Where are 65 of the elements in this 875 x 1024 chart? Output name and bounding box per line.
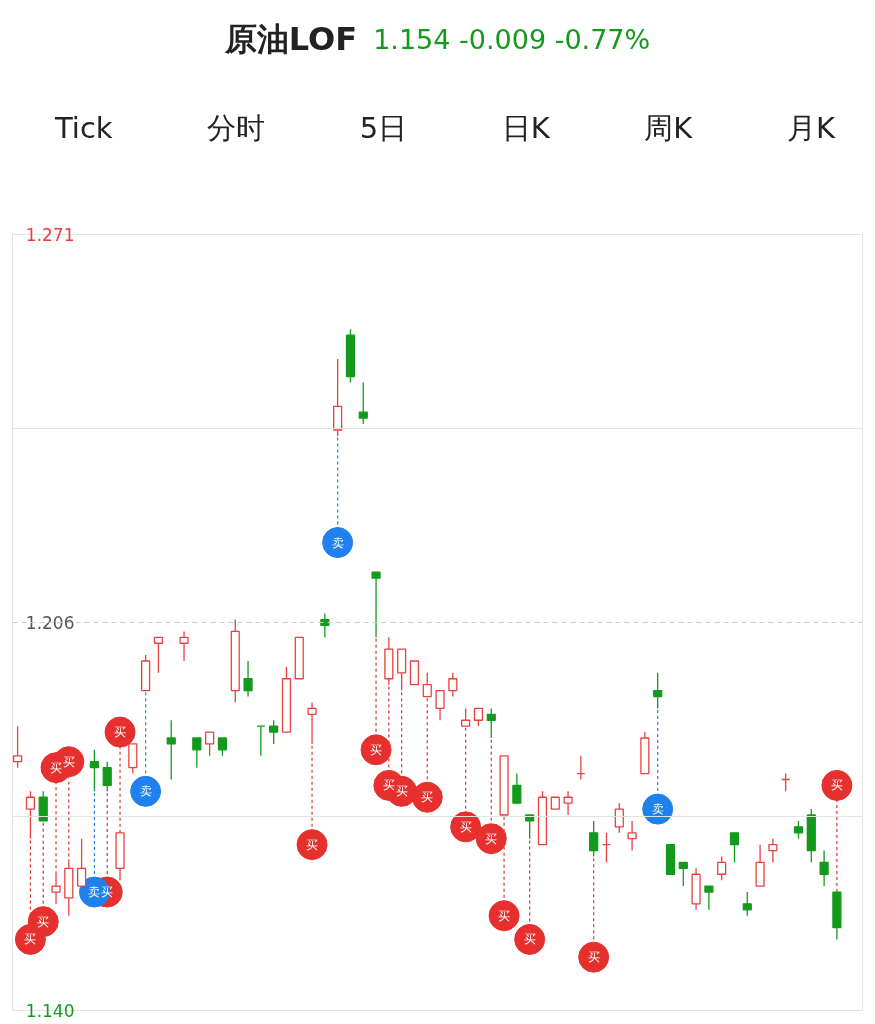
text: 买 xyxy=(421,790,434,805)
candlestick xyxy=(51,873,61,905)
candlestick xyxy=(128,743,138,775)
text: 买 xyxy=(382,778,395,793)
candlestick xyxy=(486,707,496,739)
text: 月K xyxy=(786,110,835,147)
candlestick xyxy=(627,820,637,852)
candlestick xyxy=(525,814,535,840)
text: 买 xyxy=(114,725,127,740)
text: 买 xyxy=(24,932,37,947)
series-label: 卖 xyxy=(651,802,664,817)
candlestick xyxy=(755,843,765,887)
text: 5日 xyxy=(359,110,408,147)
y-tick-label: 1.140 xyxy=(25,1001,75,1021)
text: 周K xyxy=(644,110,693,147)
text: 买 xyxy=(459,819,472,834)
text: 买 xyxy=(498,908,511,923)
text: 卖 xyxy=(139,784,152,799)
candlestick xyxy=(448,672,458,698)
series-label: 买 xyxy=(50,760,63,775)
y-tick-label: 1.271 xyxy=(25,225,75,245)
candlestick xyxy=(768,838,778,864)
candlestick xyxy=(77,838,87,887)
candlestick xyxy=(192,737,202,769)
text: 买 xyxy=(62,754,75,769)
candlestick xyxy=(153,636,164,674)
text: 卖 xyxy=(331,535,344,550)
candlestick xyxy=(13,725,23,769)
candlestick xyxy=(102,761,112,792)
candlestick xyxy=(205,731,215,757)
candlestick xyxy=(614,802,624,834)
candlestick xyxy=(409,660,420,686)
text: 买 xyxy=(587,950,600,965)
candlestick xyxy=(38,790,48,822)
text: 买 xyxy=(523,932,536,947)
text: 日K xyxy=(501,110,550,147)
ref-line-label: 1.206 xyxy=(25,613,75,633)
candlestick xyxy=(742,891,752,917)
candlestick xyxy=(371,571,381,638)
chart-subtitle: 1.154 -0.009 -0.77% xyxy=(373,22,651,57)
candlestick xyxy=(819,849,829,887)
chart-title: 原油LOF xyxy=(224,19,358,61)
text: 买 xyxy=(306,837,319,852)
candlestick xyxy=(678,861,688,887)
candlestick xyxy=(512,772,522,804)
text: 买 xyxy=(370,742,383,757)
candlestick xyxy=(422,672,432,698)
candlestick xyxy=(269,719,279,745)
candlestick xyxy=(358,381,368,425)
text: 分时 xyxy=(207,110,266,147)
candlestick xyxy=(729,832,740,864)
candlestick xyxy=(179,630,189,662)
text: 买 xyxy=(830,778,843,793)
candlestick xyxy=(563,790,573,816)
candlestick xyxy=(166,719,176,781)
text: 卖 xyxy=(88,885,101,900)
candlestick xyxy=(89,749,100,792)
text: 买 xyxy=(37,914,50,929)
candlestick xyxy=(435,689,445,721)
text: Tick xyxy=(55,110,113,147)
text: 买 xyxy=(395,784,408,799)
candlestick xyxy=(704,885,714,911)
candlestick xyxy=(717,855,727,881)
text: 买 xyxy=(485,831,498,846)
candlestick xyxy=(243,660,253,698)
